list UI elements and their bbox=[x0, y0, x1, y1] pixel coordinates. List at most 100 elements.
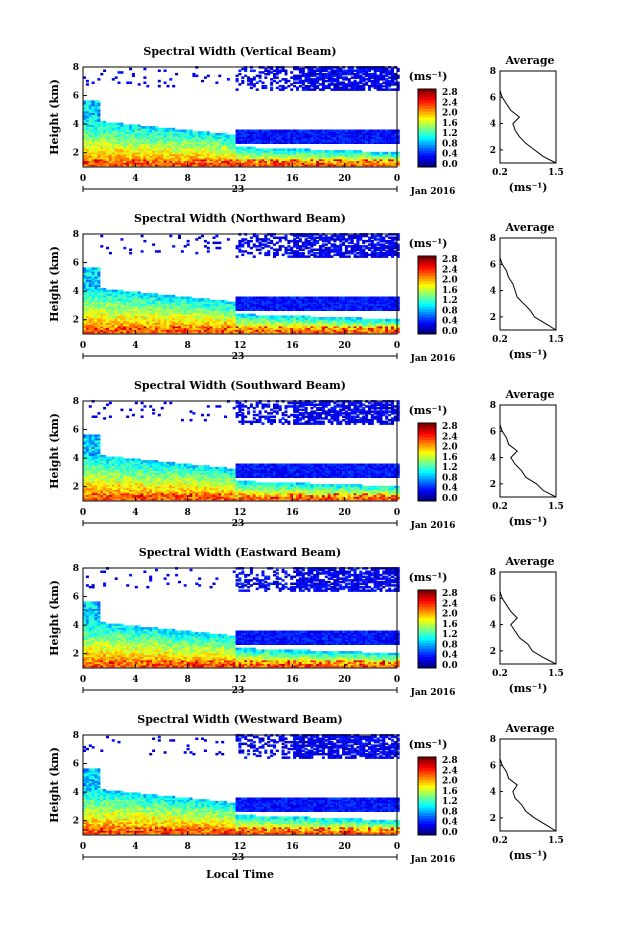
heatmap-cell bbox=[385, 130, 388, 133]
colorbar-step bbox=[418, 117, 436, 120]
heatmap-cell bbox=[267, 250, 270, 253]
heatmap-cell bbox=[310, 254, 313, 257]
heatmap-cell bbox=[250, 314, 253, 317]
heatmap-cell bbox=[333, 130, 336, 133]
heatmap-cell bbox=[302, 297, 305, 300]
heatmap-cell bbox=[259, 315, 262, 318]
heatmap-cell bbox=[264, 68, 267, 71]
heatmap-cell bbox=[143, 126, 146, 129]
heatmap-cell bbox=[250, 147, 253, 150]
heatmap-cell bbox=[382, 88, 385, 91]
x-tick-label: 20 bbox=[338, 174, 351, 184]
heatmap-cell bbox=[259, 130, 262, 133]
heatmap-cell bbox=[331, 88, 334, 91]
y-axis-label: Height (km) bbox=[48, 79, 61, 155]
heatmap-cell bbox=[296, 82, 299, 85]
heatmap-cell bbox=[238, 240, 241, 243]
heatmap-cell bbox=[158, 80, 161, 83]
heatmap-cell bbox=[305, 73, 308, 76]
heatmap-cell bbox=[287, 85, 290, 88]
heatmap-cell bbox=[273, 249, 276, 252]
heatmap-cell bbox=[250, 237, 253, 240]
heatmap-cell bbox=[279, 148, 282, 151]
heatmap-cell bbox=[328, 130, 331, 133]
heatmap-cell bbox=[172, 128, 175, 131]
heatmap-cell bbox=[319, 317, 322, 320]
heatmap-cell bbox=[365, 130, 368, 133]
heatmap-cell bbox=[287, 240, 290, 243]
heatmap-cell bbox=[276, 237, 279, 240]
heatmap-cell bbox=[293, 82, 296, 85]
x-tick-label: 16 bbox=[286, 174, 299, 184]
heatmap-cell bbox=[371, 73, 374, 76]
heatmap-cell bbox=[365, 152, 368, 155]
heatmap-cell bbox=[204, 76, 207, 79]
heatmap-cell bbox=[262, 315, 265, 318]
heatmap-cell bbox=[262, 85, 265, 88]
heatmap-cell bbox=[273, 70, 276, 73]
colorbar-tick-label: 0.0 bbox=[442, 160, 458, 170]
heatmap-cell bbox=[141, 126, 144, 129]
heatmap-cell bbox=[316, 249, 319, 252]
heatmap-cell bbox=[290, 71, 293, 74]
heatmap-cell bbox=[382, 152, 385, 155]
heatmap-cell bbox=[322, 130, 325, 133]
heatmap-cell bbox=[169, 295, 172, 298]
heatmap-cell bbox=[233, 302, 236, 305]
heatmap-cell bbox=[218, 133, 221, 136]
heatmap-cell bbox=[308, 130, 311, 133]
heatmap-cell bbox=[264, 85, 267, 88]
heatmap-cell bbox=[264, 315, 267, 318]
heatmap-cell bbox=[328, 297, 331, 300]
heatmap-cell bbox=[382, 130, 385, 133]
heatmap-cell bbox=[126, 291, 129, 294]
heatmap-cell bbox=[262, 71, 265, 74]
heatmap-cell bbox=[201, 235, 204, 238]
heatmap-cell bbox=[238, 249, 241, 252]
heatmap-cell bbox=[236, 255, 239, 258]
heatmap-cell bbox=[282, 78, 285, 81]
heatmap-cell bbox=[316, 317, 319, 320]
heatmap-cell bbox=[287, 148, 290, 151]
heatmap-cell bbox=[279, 130, 282, 133]
heatmap-cell bbox=[143, 240, 146, 243]
heatmap-cell bbox=[273, 80, 276, 83]
heatmap-cell bbox=[250, 130, 253, 133]
heatmap-cell bbox=[129, 252, 132, 255]
heatmap-cell bbox=[221, 300, 224, 303]
heatmap-cell bbox=[290, 240, 293, 243]
heatmap-cell bbox=[287, 297, 290, 300]
heatmap-cell bbox=[282, 315, 285, 318]
heatmap-cell bbox=[267, 245, 270, 248]
heatmap-cell bbox=[339, 87, 342, 90]
colorbar-step bbox=[418, 125, 436, 128]
heatmap-cell bbox=[256, 315, 259, 318]
heatmap-cell bbox=[247, 83, 250, 86]
colorbar-step bbox=[418, 142, 436, 145]
heatmap-cell bbox=[106, 123, 109, 126]
heatmap-cell bbox=[253, 83, 256, 86]
heatmap-cell bbox=[359, 150, 362, 153]
heatmap-cell bbox=[325, 247, 328, 250]
heatmap-cell bbox=[362, 83, 365, 86]
heatmap-cell bbox=[276, 87, 279, 90]
heatmap-cell bbox=[345, 150, 348, 153]
heatmap-cell bbox=[207, 131, 210, 134]
x-tick-label: 12 bbox=[234, 174, 247, 184]
colorbar-tick-label: 1.2 bbox=[442, 129, 458, 139]
heatmap-cell bbox=[178, 297, 181, 300]
heatmap-cell bbox=[290, 315, 293, 318]
heatmap-cell bbox=[264, 148, 267, 151]
heatmap-cell bbox=[290, 247, 293, 250]
heatmap-cell bbox=[319, 88, 322, 91]
heatmap-cell bbox=[282, 130, 285, 133]
heatmap-cell bbox=[89, 267, 92, 270]
heatmap-cell bbox=[339, 130, 342, 133]
heatmap-cell bbox=[120, 238, 123, 241]
heatmap-cell bbox=[270, 78, 273, 81]
heatmap-cell bbox=[146, 85, 149, 88]
heatmap-cell bbox=[149, 293, 152, 296]
heatmap-cell bbox=[181, 130, 184, 133]
heatmap-cell bbox=[287, 315, 290, 318]
heatmap-cell bbox=[279, 315, 282, 318]
